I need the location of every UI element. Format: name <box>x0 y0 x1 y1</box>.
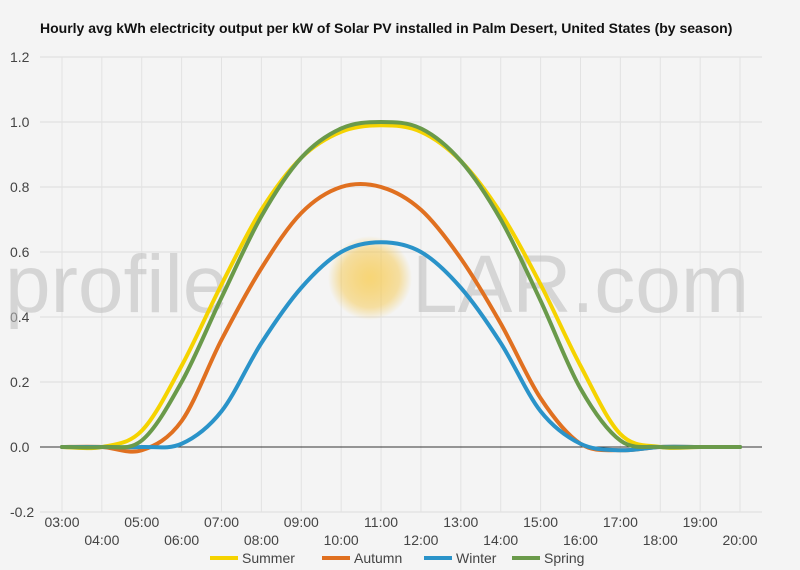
x-tick-label: 20:00 <box>722 532 757 548</box>
series-lines <box>60 120 742 454</box>
x-tick-label: 07:00 <box>204 514 239 530</box>
watermark-sun-icon <box>328 236 412 320</box>
x-tick-label: 18:00 <box>643 532 678 548</box>
y-tick-label: 1.2 <box>10 49 30 65</box>
x-tick-label: 13:00 <box>443 514 478 530</box>
series-line-spring <box>60 120 742 450</box>
x-tick-label: 05:00 <box>124 514 159 530</box>
y-tick-label: 0.6 <box>10 244 30 260</box>
x-tick-label: 16:00 <box>563 532 598 548</box>
y-tick-label: 1.0 <box>10 114 30 130</box>
series-line-winter <box>60 240 742 453</box>
legend-label: Spring <box>544 550 584 566</box>
x-tick-label: 17:00 <box>603 514 638 530</box>
y-tick-label: 0.2 <box>10 374 30 390</box>
x-tick-label: 08:00 <box>244 532 279 548</box>
chart-title: Hourly avg kWh electricity output per kW… <box>40 20 732 36</box>
x-tick-label: 06:00 <box>164 532 199 548</box>
legend-label: Autumn <box>354 550 402 566</box>
x-tick-label: 10:00 <box>324 532 359 548</box>
x-tick-label: 11:00 <box>364 514 398 530</box>
y-tick-label: 0.0 <box>10 439 30 455</box>
y-axis-ticks: -0.2 0.0 0.2 0.4 0.6 0.8 1.0 1.2 <box>10 49 34 520</box>
series-line-summer <box>60 123 742 451</box>
x-tick-label: 12:00 <box>403 532 438 548</box>
x-tick-label: 04:00 <box>84 532 119 548</box>
x-tick-label: 19:00 <box>683 514 718 530</box>
x-tick-label: 03:00 <box>44 514 79 530</box>
y-tick-label: 0.4 <box>10 309 30 325</box>
watermark-text-right: LAR.com <box>412 239 749 330</box>
y-tick-label: 0.8 <box>10 179 30 195</box>
x-tick-label: 14:00 <box>483 532 518 548</box>
y-tick-label: -0.2 <box>10 504 34 520</box>
legend: Summer Autumn Winter Spring <box>210 550 584 566</box>
x-tick-label: 15:00 <box>523 514 558 530</box>
legend-label: Winter <box>456 550 497 566</box>
legend-label: Summer <box>242 550 295 566</box>
watermark: profile LAR.com <box>5 236 749 330</box>
x-axis-ticks: 03:00 04:00 05:00 06:00 07:00 08:00 09:00 10:00… <box>44 514 757 548</box>
watermark-text-left: profile <box>5 239 228 330</box>
x-tick-label: 09:00 <box>284 514 319 530</box>
